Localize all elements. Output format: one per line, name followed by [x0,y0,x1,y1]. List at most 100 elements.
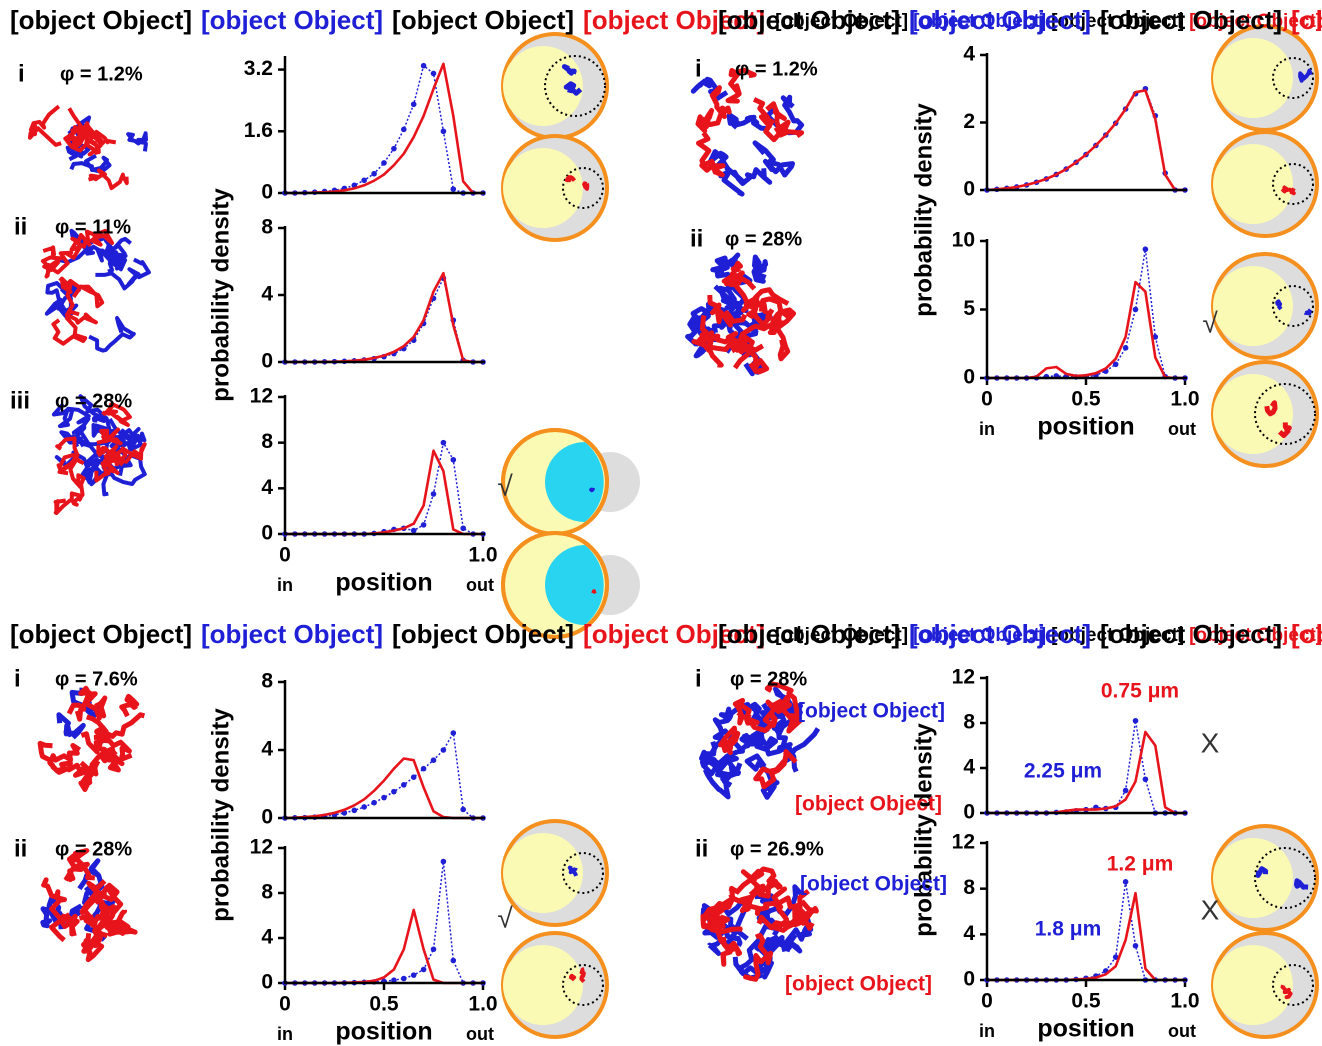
data-point [391,145,397,152]
territory [1272,964,1314,1006]
y-axis-label: probability density [207,188,234,402]
data-point [1122,787,1129,794]
polymer-chain [752,97,805,143]
polymer-chain [1299,68,1313,81]
nucleus-diagram [501,428,640,536]
polymer-chain [1280,185,1290,194]
data-point [430,491,437,497]
series-line [986,89,1185,192]
axes [985,239,1187,380]
volume-fraction: φ = 1.2% [60,63,143,85]
polymer-chain [47,760,88,778]
polymer-chain [1287,187,1296,196]
row-numeral: ii [690,225,703,252]
heading-part: [object Object] [583,619,765,649]
contact-zone [545,442,604,522]
polymer-chain [40,877,75,929]
y-tick-label: 0 [261,971,273,994]
y-tick-label: 0 [963,178,975,201]
heading-part: [object Object] [201,5,383,35]
heading-part: [object Object] [392,5,574,35]
polymer-chain [80,714,109,755]
polymer-chain [724,270,760,306]
x-axis-label: position [1037,413,1134,441]
polymer-chain [765,101,791,136]
polymer-chain [126,131,148,152]
polymer-chain [88,316,136,353]
polymer-length: [object Object] [795,793,942,816]
polymer-chain [741,287,790,313]
polymer-chain [63,849,90,883]
row-numeral: i [14,665,21,692]
x-axis-label: position [335,569,432,597]
y-tick-label: 12 [952,666,975,689]
data-point [450,957,457,964]
x-tick-label: 1.0 [468,993,497,1016]
y-tick-label: 4 [261,283,273,306]
polymer-chain [53,491,84,515]
series-line [284,757,483,820]
polymer-chain [710,754,741,788]
y-tick-label: 0 [963,366,975,389]
y-tick-label: 8 [261,670,273,693]
polymer-chain [564,175,577,183]
x-end-label: in [277,575,293,595]
polymer-chain [582,181,590,191]
polymer-chain [699,749,739,777]
data-point [391,977,397,983]
data-point [440,858,447,865]
y-tick-label: 0 [963,968,975,991]
polymer-chain [724,165,773,186]
y-tick-label: 4 [261,926,273,949]
nucleus-diagram [501,134,609,242]
polymer-chain [95,257,151,291]
verdict-mark: √ [1202,307,1218,338]
x-tick-label: 0.5 [1071,388,1101,411]
y-tick-label: 0 [261,350,273,373]
note-part: [object Object] [913,625,1046,646]
polymer-render [37,685,146,792]
y-tick-label: 0 [963,801,975,824]
polymer-chain [51,402,91,431]
series-line [285,441,483,535]
territory [562,964,604,1006]
data-point [410,527,417,534]
polymer-chain [69,687,103,720]
polymer-chain [78,759,101,792]
series-line [987,280,1185,380]
data-point [1142,246,1149,253]
series-line [285,860,483,984]
axes [283,846,485,985]
series-line [986,88,1185,191]
polymer-chain [119,693,140,718]
data-point [430,946,437,953]
x-end-label: in [979,419,995,439]
heading-part: [object Object] [718,619,900,649]
heading-part: [object Object] [1100,5,1282,35]
nucleolus [503,945,583,1025]
polymer-chain [58,276,98,325]
polymer-chain [732,937,765,981]
x-tick-label: 0 [279,544,291,567]
polymer-chain [764,681,801,722]
data-point [401,975,407,982]
row-numeral: ii [14,835,27,862]
polymer-chain [743,886,788,916]
territory [544,55,606,117]
note-part: [object Object] [775,625,908,646]
polymer-chain [37,740,82,764]
data-point [401,126,407,133]
curve-annotation: 1.2 μm [1107,853,1174,876]
data-point [440,128,447,135]
polymer-chain [28,104,62,147]
polymer-chain [59,241,112,264]
data-point [1122,345,1129,351]
data-point [1132,306,1139,313]
polymer-chain [696,131,726,178]
y-tick-label: 5 [963,297,975,320]
nucleolus [1213,838,1293,918]
data-point [381,794,387,801]
polymer-chain [770,694,803,734]
row-numeral: i [18,60,25,87]
verdict-mark: X [1201,894,1220,925]
